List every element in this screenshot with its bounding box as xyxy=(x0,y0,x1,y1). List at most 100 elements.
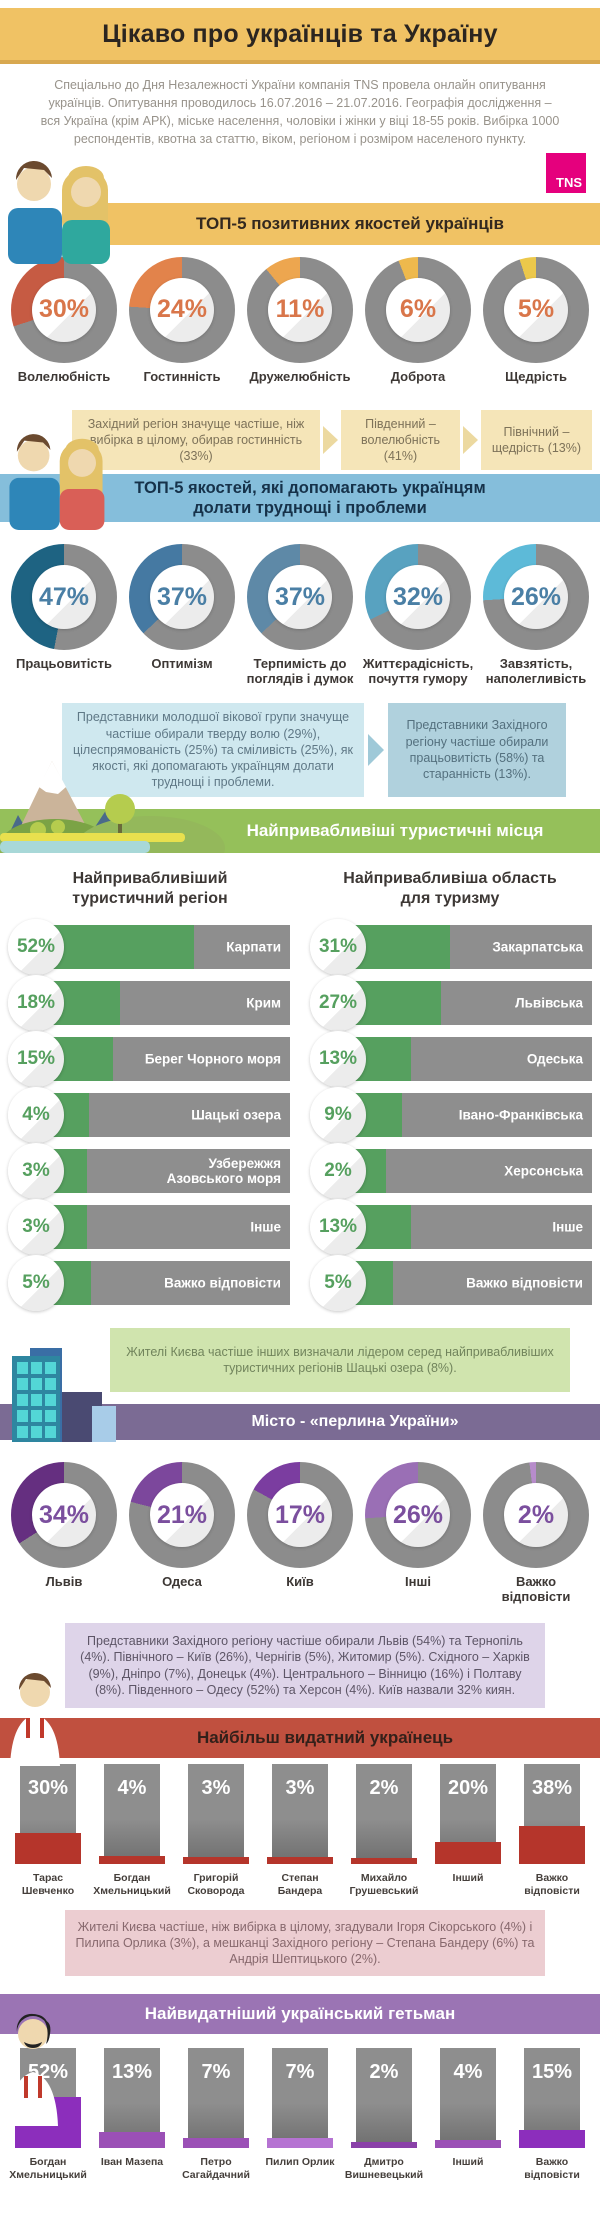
podium-pedestal xyxy=(519,1826,585,1865)
bar-value: 52% xyxy=(16,936,56,958)
podium-pedestal xyxy=(99,1856,165,1865)
bar-track: Узбережжя Азовського моря xyxy=(36,1149,290,1194)
donut-value: 32% xyxy=(392,582,444,611)
donut-chart: 30% xyxy=(11,256,117,363)
bar-track: Важко відповісти xyxy=(338,1261,592,1306)
bar-label: Важко відповісти xyxy=(164,1275,281,1291)
value-circle: 4% xyxy=(8,1087,64,1144)
bar-row: Одеська 13% xyxy=(310,1031,592,1088)
donut-value: 6% xyxy=(399,295,437,323)
bar-value: 5% xyxy=(22,1272,50,1294)
donut-hole: 24% xyxy=(150,277,214,342)
bar-value: 5% xyxy=(324,1272,352,1294)
section-positive-header: TNS ТОП-5 позитивних якостей українців xyxy=(0,152,600,264)
tns-logo: TNS xyxy=(546,152,586,193)
page-title: Цікаво про українців та Україну xyxy=(102,19,498,48)
podium-pedestal xyxy=(267,1857,333,1865)
donut-chart: 5% xyxy=(483,256,589,363)
bar-row: Івано-Франківська 9% xyxy=(310,1087,592,1144)
tourism-bars: Карпати 52% Крим 18% Берег Чорного моря 15%… xyxy=(0,919,600,1312)
value-circle: 5% xyxy=(8,1255,64,1312)
donut-hole: 37% xyxy=(150,565,214,630)
chevron-right-icon xyxy=(323,425,338,454)
bar-label: Херсонська xyxy=(504,1163,583,1179)
section-tourism-header: Найпривабливіші туристичні місця xyxy=(0,760,600,853)
podium-item: 2% Дмитро Вишневецький xyxy=(345,2048,424,2184)
bar-value: 13% xyxy=(318,1216,358,1238)
podium-value: 13% xyxy=(111,2061,153,2084)
podium-label: Богдан Хмельницький xyxy=(9,2156,87,2182)
podium-label: Дмитро Вишневецький xyxy=(344,2156,424,2182)
donut-item: 11% Дружелюбність xyxy=(244,256,356,402)
donut-label: Доброта xyxy=(390,368,446,384)
podium-value: 15% xyxy=(531,2061,573,2084)
bar-value: 15% xyxy=(16,1048,56,1070)
bar-row: Закарпатська 31% xyxy=(310,919,592,976)
donut-item: 21% Одеса xyxy=(126,1462,238,1607)
donut-hole: 17% xyxy=(268,1483,332,1548)
bar-value: 13% xyxy=(318,1048,358,1070)
donut-value: 2% xyxy=(517,1500,555,1529)
value-circle: 3% xyxy=(8,1199,64,1256)
vyshyvanka-man-illustration xyxy=(10,1673,60,1767)
bar-label: Львівська xyxy=(515,995,583,1011)
podium-label: Михайло Грушевський xyxy=(349,1872,419,1898)
podium-column: 4% xyxy=(99,1764,165,1865)
podium-item: 38% Важко відповісти xyxy=(513,1764,592,1900)
podium-value: 3% xyxy=(285,1777,315,1800)
podium-item: 7% Пилип Орлик xyxy=(261,2048,340,2184)
tns-logo-text: TNS xyxy=(556,174,582,190)
podium-item: 2% Михайло Грушевський xyxy=(345,1764,424,1900)
section-coping-header: ТОП-5 якостей, які допомагають українцям… xyxy=(0,434,600,531)
podium-column: 15% xyxy=(519,2048,585,2149)
section-city-header: Місто - «перлина України» xyxy=(0,1348,600,1443)
donut-chart: 21% xyxy=(129,1462,235,1569)
banner-hetman: Найвидатніший український гетьман xyxy=(0,1994,600,2035)
value-circle: 3% xyxy=(8,1143,64,1200)
donut-item: 26% Завзятість, наполегливість xyxy=(480,544,592,689)
bar-row: Крим 18% xyxy=(8,975,290,1032)
podium-column: 30% xyxy=(15,1764,81,1865)
podium-item: 20% Інший xyxy=(429,1764,508,1900)
podium-label: Інший xyxy=(452,2156,484,2169)
podium-column: 7% xyxy=(267,2048,333,2149)
donut-chart: 17% xyxy=(247,1462,353,1569)
donut-item: 26% Інші xyxy=(362,1462,474,1607)
intro-text: Спеціально до Дня Незалежності України к… xyxy=(40,78,560,147)
bar-track: Інше xyxy=(338,1205,592,1250)
positive-donuts: 30% Волелюбність 24% Гостинність 11% Дру… xyxy=(0,256,600,402)
bar-track: Важко відповісти xyxy=(36,1261,290,1306)
cossack-man-illustration xyxy=(8,2013,58,2127)
coping-callouts: Представники молодшої вікової групи знач… xyxy=(0,703,600,797)
value-circle: 15% xyxy=(8,1031,64,1088)
page-header: Цікаво про українців та Україну xyxy=(0,8,600,64)
podium-label: Інший xyxy=(452,1872,484,1885)
bar-track: Львівська xyxy=(338,981,592,1026)
donut-hole: 37% xyxy=(268,565,332,630)
bar-label: Берег Чорного моря xyxy=(144,1051,281,1067)
bar-track: Інше xyxy=(36,1205,290,1250)
banner-positive: ТОП-5 позитивних якостей українців xyxy=(100,202,600,245)
donut-item: 24% Гостинність xyxy=(126,256,238,402)
bar-row: Інше 13% xyxy=(310,1199,592,1256)
donut-label: Щедрість xyxy=(505,368,567,384)
bar-label: Узбережжя Азовського моря xyxy=(166,1155,281,1187)
podium-value: 4% xyxy=(117,1777,147,1800)
value-circle: 27% xyxy=(310,975,366,1032)
bar-track: Карпати xyxy=(36,925,290,970)
podium-value: 2% xyxy=(369,1777,399,1800)
donut-hole: 2% xyxy=(504,1483,568,1548)
bar-row: Інше 3% xyxy=(8,1199,290,1256)
tourism-right-title: Найпривабливіша область для туризму xyxy=(343,869,557,908)
bar-value: 27% xyxy=(318,992,358,1014)
callout-kyiv-lakes: Жителі Києва частіше інших визначали лід… xyxy=(110,1328,570,1393)
podium-pedestal xyxy=(351,1858,417,1865)
bar-label: Важко відповісти xyxy=(466,1275,583,1291)
buildings-illustration xyxy=(12,1348,116,1443)
donut-chart: 34% xyxy=(11,1462,117,1569)
callout-outstanding: Жителі Києва частіше, ніж вибірка в ціло… xyxy=(65,1910,545,1977)
podium-item: 13% Іван Мазепа xyxy=(93,2048,172,2184)
podium-column: 38% xyxy=(519,1764,585,1865)
city-donuts: 34% Львів 21% Одеса 17% Київ 26% Інші 2%… xyxy=(0,1462,600,1607)
tourism-right-column: Закарпатська 31% Львівська 27% Одеська 13% … xyxy=(310,919,592,1312)
